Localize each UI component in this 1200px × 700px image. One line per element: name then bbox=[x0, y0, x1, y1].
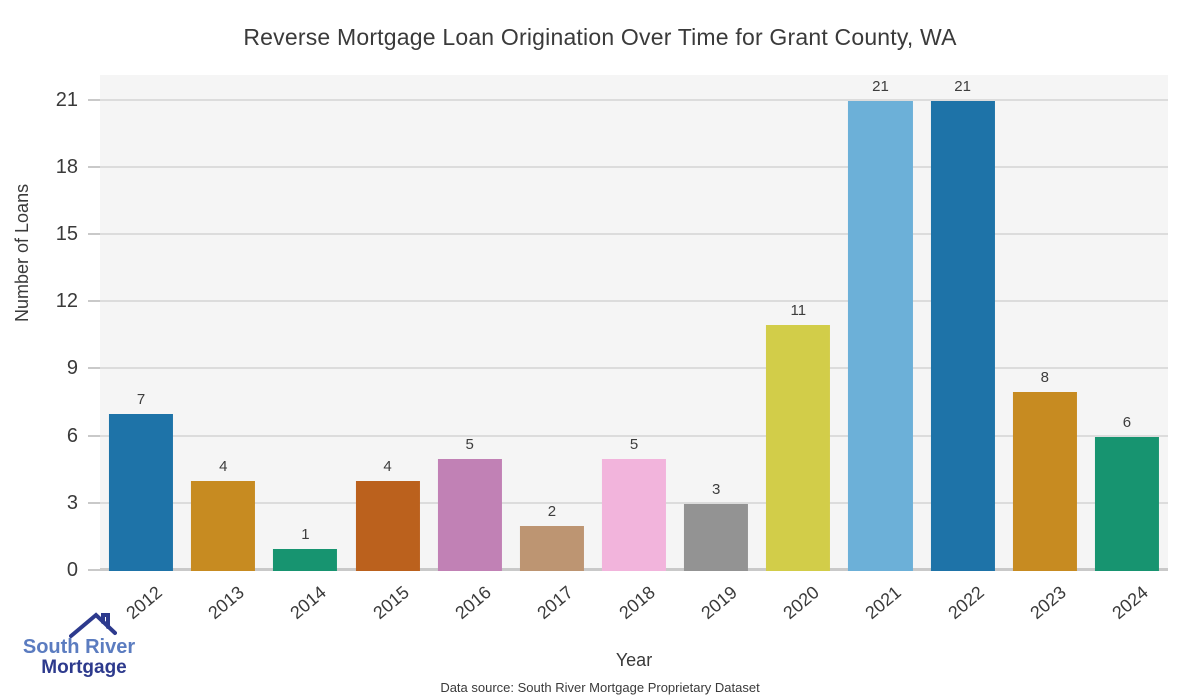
bar-2019 bbox=[684, 503, 749, 571]
bar-2016 bbox=[437, 459, 502, 571]
y-tick-label: 9 bbox=[66, 357, 78, 380]
y-tick-label: 15 bbox=[55, 223, 78, 246]
bar-2021 bbox=[848, 100, 913, 571]
bar-slot-2021: 21 bbox=[839, 75, 921, 571]
bar-value-label-2022: 21 bbox=[954, 77, 971, 95]
x-tick-label-2018: 2018 bbox=[615, 582, 659, 624]
bar-value-label-2012: 7 bbox=[136, 391, 146, 409]
y-tick-label: 21 bbox=[55, 88, 78, 111]
x-tick-label-2014: 2014 bbox=[286, 582, 331, 624]
y-tick-mark bbox=[88, 300, 100, 303]
bar-slot-2017: 2 bbox=[511, 75, 593, 571]
x-slot-2014: 2014 bbox=[264, 576, 346, 646]
bar-2015 bbox=[355, 481, 420, 571]
x-tick-label-2016: 2016 bbox=[451, 582, 495, 624]
x-tick-label-2023: 2023 bbox=[1026, 582, 1070, 624]
x-tick-label-2013: 2013 bbox=[204, 582, 249, 624]
bar-slot-2016: 5 bbox=[429, 75, 511, 571]
logo-text-line1: South River bbox=[22, 636, 136, 658]
bar-slot-2019: 3 bbox=[675, 75, 757, 571]
bar-slot-2022: 21 bbox=[922, 75, 1004, 571]
bar-value-label-2023: 8 bbox=[1040, 368, 1049, 386]
chart-title: Reverse Mortgage Loan Origination Over T… bbox=[243, 24, 957, 50]
y-tick-mark bbox=[88, 98, 100, 101]
y-tick-mark bbox=[88, 233, 100, 236]
bar-2018 bbox=[601, 459, 667, 571]
bars-layer: 7 4 1 4 5 2 5 3 11 21 21 8 6 bbox=[100, 75, 1168, 571]
x-slot-2018: 2018 bbox=[593, 576, 675, 646]
bar-2024 bbox=[1094, 436, 1159, 571]
logo-text-line2: Mortgage bbox=[41, 657, 127, 678]
gridline bbox=[100, 434, 1168, 437]
bar-slot-2018: 5 bbox=[593, 75, 675, 571]
y-tick-mark bbox=[88, 569, 100, 571]
bar-value-label-2019: 3 bbox=[712, 480, 721, 498]
bar-slot-2013: 4 bbox=[182, 75, 264, 571]
y-tick-label: 6 bbox=[66, 424, 78, 447]
bar-2012 bbox=[109, 414, 174, 571]
y-axis: 0 3 6 9 12 15 18 21 bbox=[0, 75, 100, 580]
bar-slot-2024: 6 bbox=[1086, 75, 1168, 571]
y-tick-label: 3 bbox=[66, 491, 78, 514]
bar-2022 bbox=[930, 100, 995, 571]
x-slot-2015: 2015 bbox=[346, 576, 428, 646]
bar-value-label-2024: 6 bbox=[1122, 413, 1132, 431]
x-tick-label-2024: 2024 bbox=[1108, 582, 1152, 624]
bar-value-label-2017: 2 bbox=[547, 503, 557, 521]
data-source-note: Data source: South River Mortgage Propri… bbox=[440, 680, 760, 695]
bar-value-label-2018: 5 bbox=[629, 436, 639, 454]
bar-slot-2014: 1 bbox=[264, 75, 346, 571]
y-tick-mark bbox=[88, 501, 100, 504]
x-slot-2013: 2013 bbox=[182, 576, 264, 646]
x-tick-label-2019: 2019 bbox=[697, 582, 742, 624]
x-tick-label-2015: 2015 bbox=[368, 582, 413, 624]
x-slot-2019: 2019 bbox=[675, 576, 757, 646]
gridline bbox=[100, 300, 1168, 303]
x-tick-label-2022: 2022 bbox=[943, 582, 988, 624]
plot-area: 7 4 1 4 5 2 5 3 11 21 21 8 6 bbox=[100, 75, 1168, 571]
x-slot-2022: 2022 bbox=[922, 576, 1004, 646]
bar-2013 bbox=[191, 481, 256, 571]
bar-2023 bbox=[1012, 391, 1077, 571]
x-tick-label-2021: 2021 bbox=[861, 582, 906, 624]
bar-value-label-2016: 5 bbox=[465, 436, 474, 454]
bar-slot-2023: 8 bbox=[1004, 75, 1086, 571]
gridline bbox=[100, 165, 1168, 168]
y-tick-mark bbox=[88, 165, 100, 168]
x-slot-2023: 2023 bbox=[1004, 576, 1086, 646]
x-slot-2024: 2024 bbox=[1086, 576, 1168, 646]
bar-slot-2020: 11 bbox=[757, 75, 839, 571]
gridline bbox=[100, 233, 1168, 236]
bar-slot-2015: 4 bbox=[346, 75, 428, 571]
bar-value-label-2014: 1 bbox=[301, 525, 310, 543]
x-tick-label-2017: 2017 bbox=[533, 582, 577, 624]
x-slot-2021: 2021 bbox=[839, 576, 921, 646]
bar-slot-2012: 7 bbox=[100, 75, 182, 571]
gridline bbox=[100, 98, 1168, 101]
bar-value-label-2021: 21 bbox=[872, 77, 889, 95]
y-tick-mark bbox=[88, 367, 100, 370]
company-logo: South River Mortgage bbox=[14, 612, 144, 679]
y-tick-label: 18 bbox=[55, 155, 78, 178]
bar-value-label-2015: 4 bbox=[383, 458, 392, 476]
bar-value-label-2020: 11 bbox=[790, 301, 807, 319]
x-slot-2020: 2020 bbox=[757, 576, 839, 646]
bar-2014 bbox=[273, 548, 338, 571]
bar-2020 bbox=[766, 324, 831, 571]
gridline bbox=[100, 367, 1168, 370]
y-tick-label: 12 bbox=[55, 290, 78, 313]
house-roof-icon bbox=[41, 612, 117, 638]
x-slot-2017: 2017 bbox=[511, 576, 593, 646]
y-tick-label: 0 bbox=[66, 559, 78, 581]
y-tick-mark bbox=[88, 434, 100, 437]
bar-2017 bbox=[519, 526, 584, 571]
bar-value-label-2013: 4 bbox=[219, 458, 228, 476]
x-axis: 2012 2013 2014 2015 2016 2017 2018 2019 2020 2021… bbox=[100, 576, 1168, 646]
x-tick-label-2020: 2020 bbox=[779, 582, 824, 624]
x-slot-2016: 2016 bbox=[429, 576, 511, 646]
x-axis-title: Year bbox=[615, 650, 653, 670]
